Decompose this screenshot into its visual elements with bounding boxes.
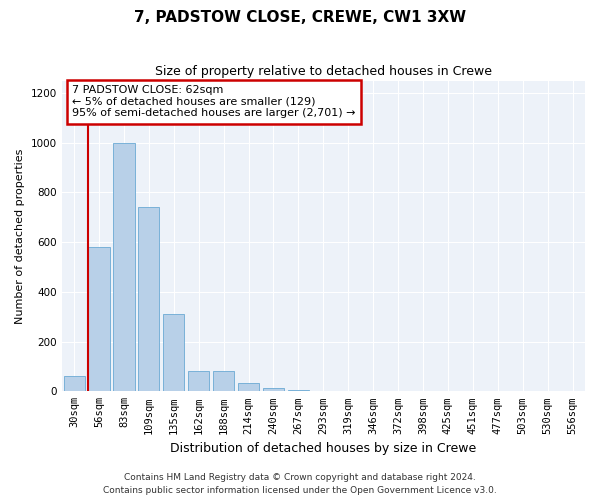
Y-axis label: Number of detached properties: Number of detached properties: [15, 148, 25, 324]
Bar: [238, 382, 259, 392]
Bar: [188, 372, 209, 392]
Title: Size of property relative to detached houses in Crewe: Size of property relative to detached ho…: [155, 65, 492, 78]
Bar: [138, 208, 160, 392]
Bar: [288, 390, 309, 392]
Bar: [213, 372, 234, 392]
Bar: [263, 388, 284, 392]
Text: 7, PADSTOW CLOSE, CREWE, CW1 3XW: 7, PADSTOW CLOSE, CREWE, CW1 3XW: [134, 10, 466, 25]
Bar: [64, 376, 85, 392]
Text: Contains HM Land Registry data © Crown copyright and database right 2024.
Contai: Contains HM Land Registry data © Crown c…: [103, 474, 497, 495]
X-axis label: Distribution of detached houses by size in Crewe: Distribution of detached houses by size …: [170, 442, 476, 455]
Bar: [88, 247, 110, 392]
Bar: [163, 314, 184, 392]
Bar: [113, 142, 134, 392]
Text: 7 PADSTOW CLOSE: 62sqm
← 5% of detached houses are smaller (129)
95% of semi-det: 7 PADSTOW CLOSE: 62sqm ← 5% of detached …: [72, 85, 356, 118]
